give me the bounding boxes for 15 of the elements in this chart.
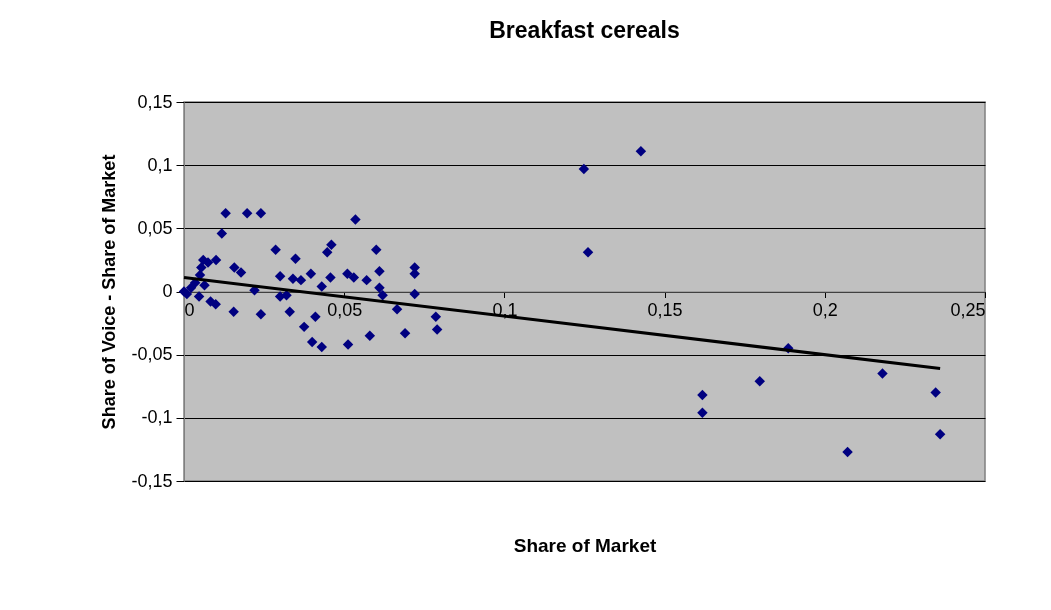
y-axis-title: Share of Voice - Share of Market [99,154,120,430]
x-tick-label: 0,25 [950,300,986,320]
y-tick-label: -0,15 [131,470,173,491]
chart-title: Breakfast cereals [489,17,680,43]
y-tick-label: 0,15 [137,91,173,112]
y-tick-label: 0,05 [137,217,173,238]
x-tick-label: 0,05 [327,300,363,320]
x-tick-label: 0,2 [812,300,838,320]
y-tick-label: -0,1 [141,407,173,428]
x-axis-title: Share of Market [513,534,657,556]
y-tick-label: 0,1 [147,154,173,175]
x-tick-label: 0,15 [647,300,683,320]
x-tick-label: 0 [184,300,195,320]
y-tick-label: 0 [162,281,173,301]
y-tick-label: -0,05 [131,344,173,365]
